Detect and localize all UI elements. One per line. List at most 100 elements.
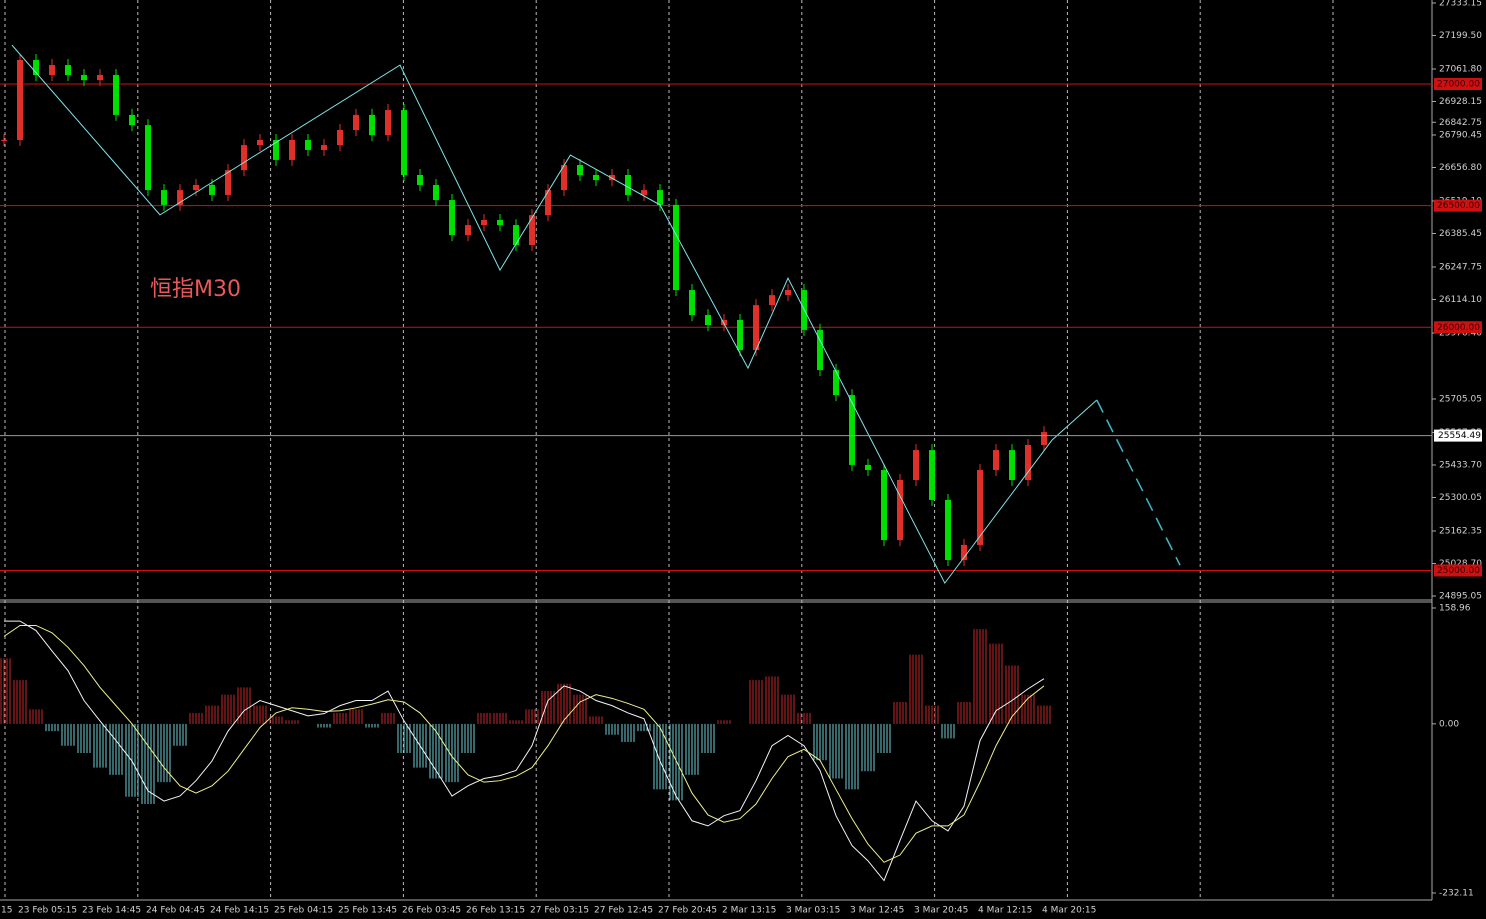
candle (193, 184, 199, 191)
zigzag-line (11, 44, 1098, 585)
x-tick-label: 24 Feb 04:45 (146, 906, 205, 916)
y-tick-label: 26842.75 (1439, 118, 1482, 128)
candle (401, 110, 407, 175)
y-tick-label: 26656.80 (1439, 163, 1482, 173)
x-tick-label: 24 Feb 14:15 (210, 906, 269, 916)
candle (433, 184, 439, 201)
level-tag (1434, 78, 1482, 91)
x-tick-label: 26 Feb 03:45 (402, 906, 461, 916)
x-tick-label: 15 (1, 906, 12, 916)
y-tick-label: 25162.35 (1439, 526, 1482, 536)
y-tick-label: 25433.70 (1439, 460, 1482, 470)
candle (705, 315, 711, 326)
chart-title: 恒指M30 (150, 277, 241, 302)
current-price-tag (1434, 429, 1482, 442)
candle (145, 125, 151, 191)
candle (721, 319, 727, 326)
candle (609, 174, 615, 181)
candle (65, 65, 71, 76)
level-label: 25000.00 (1437, 566, 1480, 576)
y-tick-label: 26790.45 (1439, 130, 1482, 140)
candle (1025, 444, 1031, 480)
candle (657, 190, 663, 205)
candle (481, 219, 487, 226)
candle (753, 305, 759, 351)
level-label: 26000.00 (1437, 323, 1480, 333)
candle (961, 544, 967, 561)
y-tick-label: 0.00 (1439, 719, 1459, 729)
candle (513, 225, 519, 246)
candle (817, 329, 823, 371)
y-tick-label: 26385.45 (1439, 229, 1482, 239)
candle (337, 130, 343, 146)
candle (913, 450, 919, 480)
candle (353, 114, 359, 131)
candle (769, 295, 775, 306)
y-tick-label: 26928.15 (1439, 97, 1482, 107)
candle (545, 190, 551, 216)
candle (689, 290, 695, 316)
candle (929, 450, 935, 500)
x-tick-label: 27 Feb 03:15 (530, 906, 589, 916)
candle (417, 174, 423, 185)
candle (497, 219, 503, 226)
x-tick-label: 25 Feb 04:15 (274, 906, 333, 916)
candle (113, 75, 119, 115)
candle (177, 190, 183, 205)
macd-line (3, 624, 1045, 863)
y-tick-label: 25976.40 (1439, 328, 1482, 338)
y-tick-label: 27199.50 (1439, 31, 1482, 41)
candle (305, 139, 311, 150)
candle (385, 110, 391, 136)
candle (129, 114, 135, 126)
level-tag (1434, 199, 1482, 212)
x-tick-label: 4 Mar 20:15 (1042, 906, 1096, 916)
candle (833, 370, 839, 396)
candle (897, 479, 903, 541)
y-tick-label: 25028.70 (1439, 559, 1482, 569)
level-label: 26500.00 (1437, 201, 1480, 211)
level-label: 27000.00 (1437, 80, 1480, 90)
x-tick-label: 23 Feb 14:45 (82, 906, 141, 916)
y-tick-label: 25705.05 (1439, 394, 1482, 404)
candle (945, 499, 951, 561)
candle (593, 174, 599, 181)
candle (977, 470, 983, 545)
candle (17, 59, 23, 140)
y-tick-label: 158.96 (1439, 603, 1471, 613)
candle (97, 75, 103, 81)
candle (881, 470, 887, 541)
macd-line (4, 620, 1045, 882)
candle (289, 139, 295, 160)
y-tick-label: 27061.80 (1439, 65, 1482, 75)
x-tick-label: 27 Feb 20:45 (658, 906, 717, 916)
x-tick-label: 2 Mar 13:15 (722, 906, 776, 916)
x-tick-label: 3 Mar 12:45 (850, 906, 904, 916)
projection-line (1096, 399, 1181, 566)
candle (1041, 432, 1047, 445)
level-tag (1434, 321, 1482, 334)
current-price-label: 25554.49 (1438, 431, 1481, 441)
y-tick-label: 25300.05 (1439, 493, 1482, 503)
y-tick-label: -232.11 (1439, 889, 1474, 899)
candle (33, 59, 39, 76)
candle (257, 139, 263, 146)
x-tick-label: 23 Feb 05:15 (18, 906, 77, 916)
x-tick-label: 27 Feb 12:45 (594, 906, 653, 916)
candle (225, 170, 231, 195)
candle (321, 145, 327, 150)
candle (209, 184, 215, 195)
candle (561, 165, 567, 191)
candle (1, 139, 7, 141)
candle (465, 225, 471, 236)
x-tick-label: 3 Mar 03:15 (786, 906, 840, 916)
x-tick-label: 25 Feb 13:45 (338, 906, 397, 916)
candle (737, 319, 743, 351)
y-tick-label: 27333.15 (1439, 0, 1482, 9)
candle (449, 200, 455, 236)
candle (673, 204, 679, 291)
candle (641, 190, 647, 195)
candle (369, 114, 375, 136)
